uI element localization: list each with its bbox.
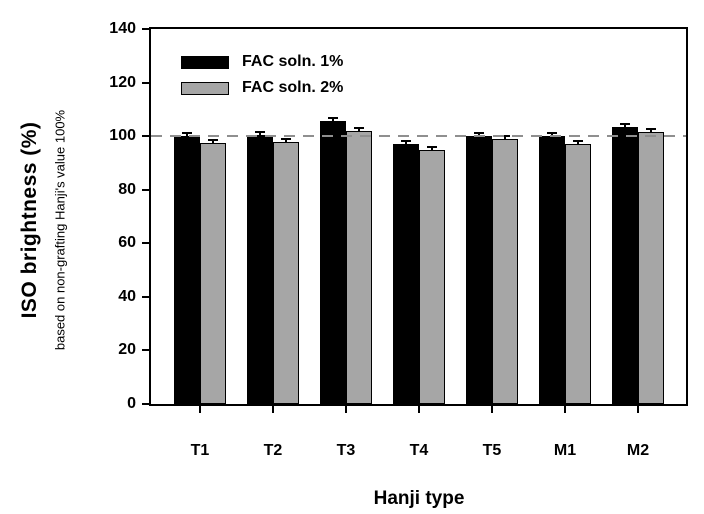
error-bar-cap xyxy=(354,126,364,129)
y-axis-tick xyxy=(142,81,149,84)
bar-T3-series2 xyxy=(346,130,372,404)
y-axis-tick xyxy=(142,349,149,352)
category-label: M2 xyxy=(626,442,650,459)
legend-swatch-series1 xyxy=(181,55,229,69)
y-axis-title: ISO brightness (%) xyxy=(18,121,41,319)
y-axis-tick xyxy=(142,403,149,405)
bar-T5-series2 xyxy=(492,138,518,404)
legend-row: FAC soln. 2% xyxy=(181,75,343,101)
error-bar-stem xyxy=(405,140,407,146)
y-tick-label: 0 xyxy=(127,395,136,412)
x-axis-tick xyxy=(272,406,274,413)
error-bar-cap xyxy=(573,140,583,143)
error-bar-stem xyxy=(478,132,480,138)
error-bar-cap xyxy=(328,117,338,120)
bar-T1-series2 xyxy=(200,142,226,404)
bar-T5-series1 xyxy=(466,136,492,404)
x-axis-tick xyxy=(345,406,347,413)
x-axis-tick xyxy=(418,406,420,413)
y-axis-tick xyxy=(142,295,149,298)
error-bar-stem xyxy=(259,130,261,136)
error-bar-cap xyxy=(427,145,437,148)
x-axis-tick xyxy=(199,406,201,413)
bar-T4-series1 xyxy=(393,144,419,404)
x-axis-tick xyxy=(637,406,639,413)
error-bar-cap xyxy=(281,137,291,140)
error-bar-stem xyxy=(186,132,188,138)
error-bar-cap xyxy=(547,132,557,135)
y-tick-label: 140 xyxy=(109,20,136,37)
x-axis-title: Hanji type xyxy=(373,488,465,509)
error-bar-cap xyxy=(255,130,265,133)
error-bar-stem xyxy=(551,132,553,138)
error-bar-cap xyxy=(620,122,630,125)
x-axis-tick xyxy=(564,406,566,413)
error-bar-cap xyxy=(401,140,411,143)
error-bar-cap xyxy=(646,128,656,131)
bar-T4-series2 xyxy=(419,149,445,404)
bar-M2-series2 xyxy=(638,132,664,404)
legend: FAC soln. 1% FAC soln. 2% xyxy=(181,49,343,101)
legend-label: FAC soln. 2% xyxy=(242,79,344,96)
y-tick-label: 40 xyxy=(118,287,136,305)
plot-area: FAC soln. 1% FAC soln. 2% xyxy=(142,27,688,413)
y-axis-tick xyxy=(142,242,149,245)
y-tick-label: 100 xyxy=(109,127,136,145)
error-bar-stem xyxy=(624,122,626,128)
y-tick-label: 80 xyxy=(118,180,136,198)
error-bar-stem xyxy=(504,134,506,140)
category-label: T1 xyxy=(190,442,210,459)
category-label: M1 xyxy=(553,442,577,459)
bar-T2-series2 xyxy=(273,141,299,404)
bar-M1-series1 xyxy=(539,136,565,404)
bar-T3-series1 xyxy=(320,121,346,404)
x-axis-tick xyxy=(491,406,493,413)
y-axis-tick xyxy=(142,188,149,191)
legend-swatch-series2 xyxy=(181,81,229,95)
category-label: T4 xyxy=(409,442,429,459)
category-label: T5 xyxy=(482,442,502,459)
error-bar-stem xyxy=(358,126,360,132)
error-bar-stem xyxy=(285,137,287,143)
error-bar-stem xyxy=(332,117,334,123)
bar-T2-series1 xyxy=(247,134,273,404)
error-bar-stem xyxy=(431,145,433,151)
error-bar-stem xyxy=(650,128,652,134)
category-label: T3 xyxy=(336,442,356,459)
y-tick-label: 120 xyxy=(109,73,136,91)
legend-label: FAC soln. 1% xyxy=(242,53,344,70)
error-bar-stem xyxy=(577,140,579,146)
error-bar-stem xyxy=(212,138,214,144)
reference-line-100 xyxy=(151,135,686,138)
y-axis-tick xyxy=(142,135,149,138)
legend-row: FAC soln. 1% xyxy=(181,49,343,75)
bar-M1-series2 xyxy=(565,144,591,404)
error-bar-cap xyxy=(474,132,484,135)
y-tick-label: 60 xyxy=(118,234,136,252)
y-tick-label: 20 xyxy=(118,341,136,359)
y-axis-tick xyxy=(142,28,149,30)
bar-T1-series1 xyxy=(174,136,200,404)
error-bar-cap xyxy=(182,132,192,135)
category-label: T2 xyxy=(263,442,283,459)
y-axis-subtitle: based on non-grafting Hanji's value 100% xyxy=(52,109,68,351)
error-bar-cap xyxy=(208,138,218,141)
bar-M2-series1 xyxy=(612,126,638,404)
